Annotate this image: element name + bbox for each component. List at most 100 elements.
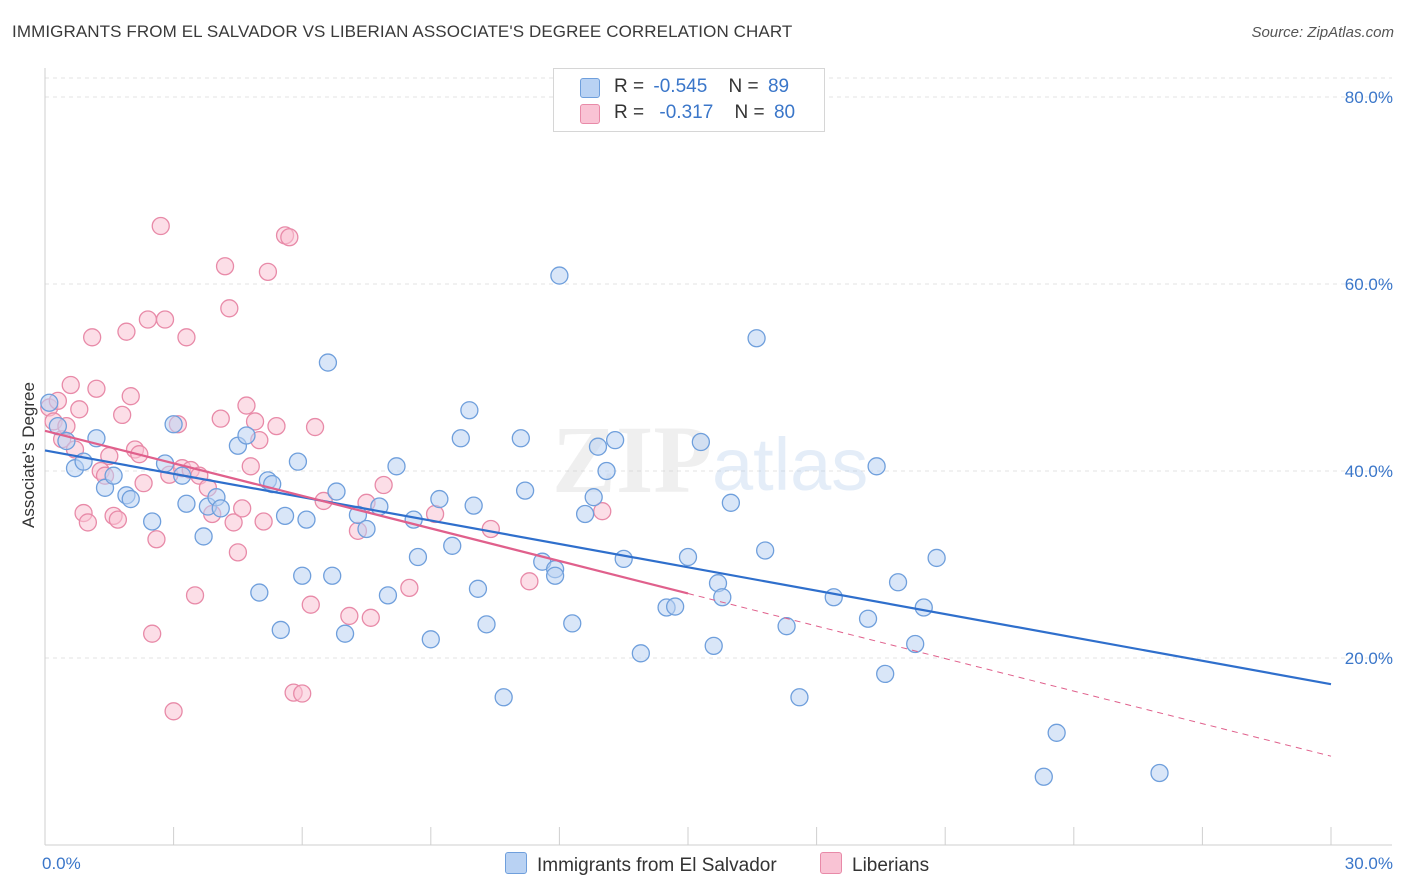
data-point: [233, 499, 252, 518]
bottom-legend-liberians: Liberians: [820, 852, 929, 877]
data-point: [305, 417, 325, 437]
liberians-points: [40, 216, 612, 721]
data-point: [280, 228, 299, 247]
correlation-legend: R = -0.545 N = 89 R = -0.317 N = 80: [553, 68, 825, 132]
x-tick-label: 0.0%: [42, 854, 81, 873]
data-point: [245, 412, 265, 431]
chart-title: IMMIGRANTS FROM EL SALVADOR VS LIBERIAN …: [12, 22, 793, 41]
data-point: [1047, 723, 1066, 742]
gridlines: [45, 77, 1392, 659]
el-salvador-points: [40, 266, 1169, 786]
watermark: ZIP atlas: [552, 406, 868, 513]
data-point: [250, 583, 269, 602]
data-point: [520, 572, 539, 591]
data-point: [1150, 763, 1169, 783]
data-point: [374, 475, 393, 495]
data-point: [138, 310, 158, 329]
data-point: [704, 636, 723, 655]
bottom-legend-swatch-blue: [505, 852, 527, 874]
data-point: [177, 328, 196, 347]
data-point: [104, 466, 123, 485]
data-point: [194, 527, 213, 546]
data-point: [70, 400, 89, 419]
data-point: [228, 543, 248, 562]
data-point: [271, 620, 290, 640]
data-point: [914, 598, 933, 617]
data-point: [241, 457, 260, 476]
y-axis-title: Associate's Degree: [19, 382, 38, 528]
data-point: [631, 644, 650, 663]
data-point: [468, 579, 488, 598]
trend-line-el-salvador: [44, 449, 1332, 686]
trend-line-liberians-extension: [687, 593, 1332, 757]
data-point: [614, 549, 633, 569]
data-point: [927, 548, 946, 568]
data-point: [691, 432, 711, 452]
data-point: [293, 684, 312, 703]
data-point: [113, 405, 132, 425]
data-point: [258, 262, 278, 281]
data-point: [790, 688, 809, 707]
data-point: [443, 536, 462, 555]
data-point: [78, 513, 98, 532]
data-point: [477, 615, 496, 634]
data-point: [108, 510, 128, 529]
data-point: [494, 688, 513, 707]
y-tick-label: 40.0%: [1345, 462, 1393, 481]
legend-r-label: R =: [614, 76, 645, 97]
axes: [44, 68, 1392, 846]
data-point: [678, 547, 698, 567]
data-point: [237, 426, 256, 445]
data-point: [756, 541, 775, 560]
data-point: [143, 624, 162, 643]
data-point: [335, 624, 355, 643]
data-point: [400, 578, 419, 598]
data-point: [575, 504, 595, 524]
data-point: [361, 608, 380, 627]
data-point: [61, 375, 80, 395]
data-point: [237, 396, 256, 415]
data-point: [665, 597, 685, 616]
data-point: [515, 481, 535, 500]
legend-swatch-pink: [580, 104, 600, 124]
legend-n-label: N =: [728, 76, 759, 97]
data-point: [421, 630, 440, 649]
data-point: [713, 588, 732, 607]
data-point: [293, 566, 312, 585]
data-point: [211, 409, 230, 428]
x-tick-label: 30.0%: [1345, 854, 1393, 873]
data-point: [545, 566, 565, 585]
data-point: [121, 387, 140, 406]
legend-swatch-blue: [580, 78, 600, 98]
legend-r-value: -0.317: [659, 102, 714, 123]
data-point: [550, 266, 569, 285]
data-point: [584, 488, 603, 507]
data-point: [254, 512, 273, 531]
data-point: [327, 482, 346, 501]
data-point: [151, 216, 170, 236]
data-point: [323, 566, 342, 585]
data-point: [117, 322, 136, 341]
data-point: [143, 512, 162, 531]
data-point: [867, 457, 886, 476]
bottom-legend-swatch-pink: [820, 852, 842, 874]
data-point: [288, 452, 308, 471]
data-point: [777, 617, 796, 636]
data-point: [267, 416, 286, 436]
data-point: [605, 430, 625, 450]
trend-line-liberians: [44, 429, 689, 595]
data-point: [134, 474, 153, 493]
data-point: [275, 506, 295, 526]
tick-labels: 20.0% 40.0% 60.0% 80.0% 0.0% 30.0%: [42, 88, 1393, 873]
data-point: [220, 299, 239, 318]
legend-r-label: R =: [614, 102, 645, 123]
data-point: [481, 519, 500, 539]
legend-n-value: 89: [767, 76, 790, 97]
data-point: [597, 461, 616, 481]
trend-lines: [44, 429, 1332, 757]
bottom-legend-el-salvador: Immigrants from El Salvador: [505, 852, 777, 877]
data-point: [215, 257, 235, 276]
data-point: [876, 664, 895, 684]
data-point: [858, 609, 878, 628]
data-point: [378, 586, 398, 605]
